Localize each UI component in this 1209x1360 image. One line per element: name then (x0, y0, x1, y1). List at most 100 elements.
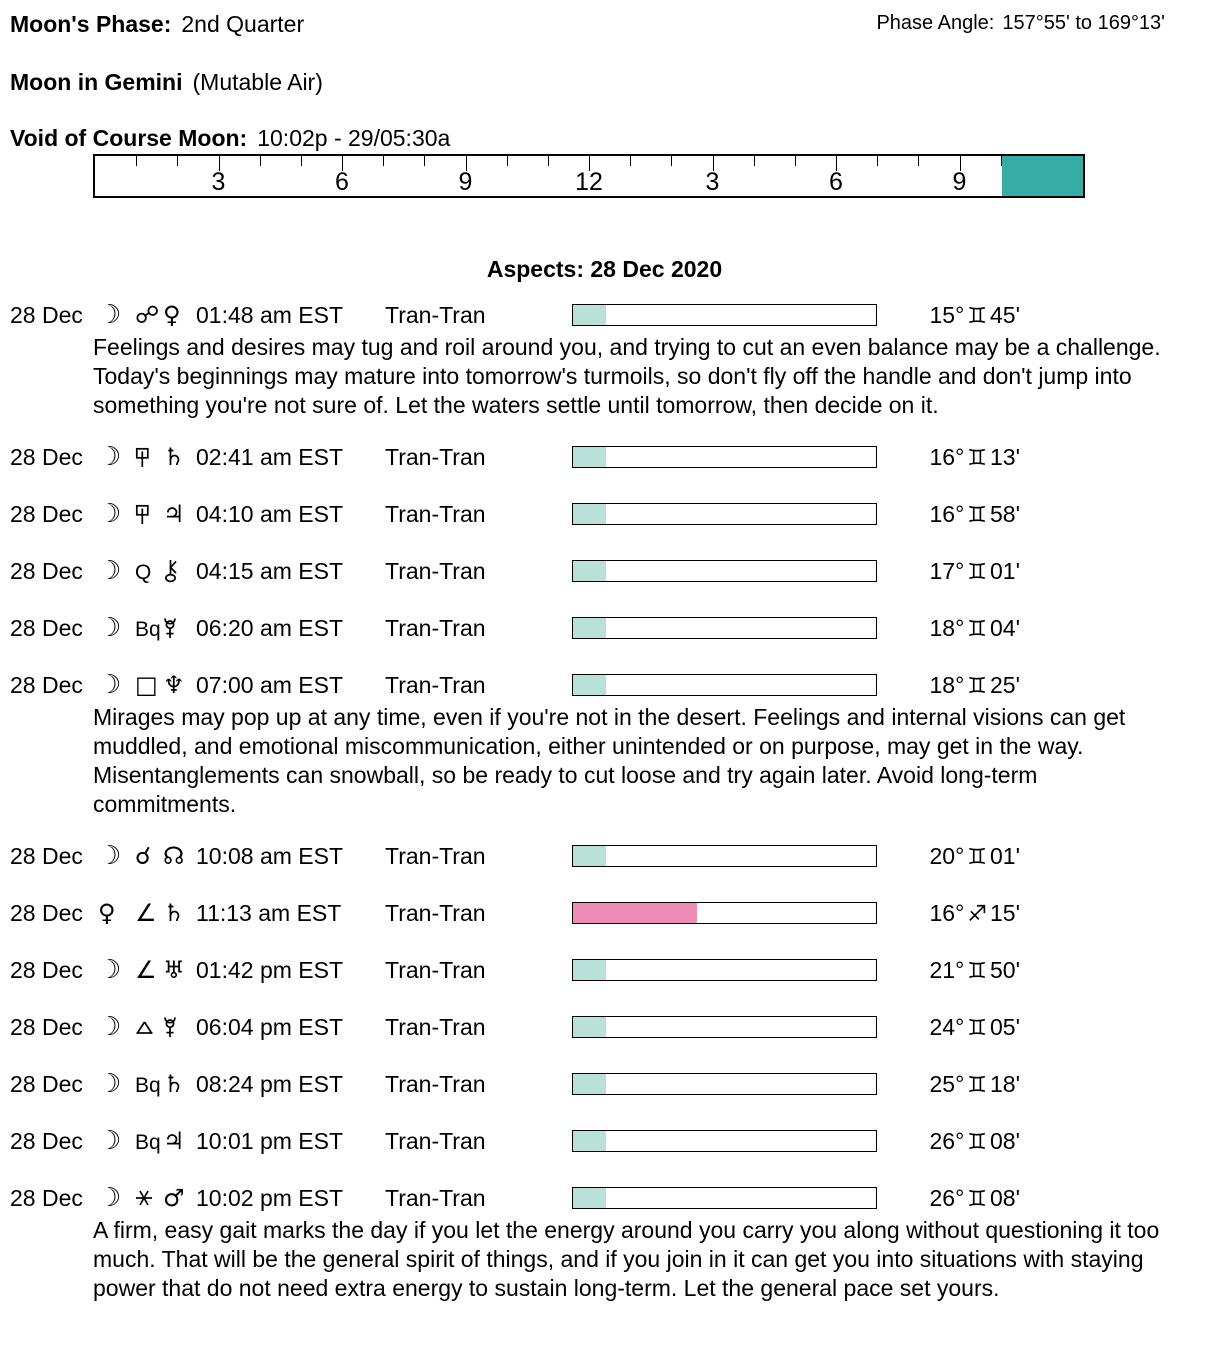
aspect-type: Tran-Tran (385, 1185, 486, 1211)
quintile-icon: Q (135, 561, 152, 584)
opposition-icon: ☍ (135, 301, 160, 329)
orb-progress-fill (573, 1017, 607, 1037)
jupiter-icon: ♃ (163, 1127, 185, 1155)
orb-progress-fill (573, 618, 607, 638)
orb-progress-fill (573, 1188, 607, 1208)
aspect-degree: 25° ♊ 18' (929, 1071, 1021, 1098)
aspect-type: Tran-Tran (385, 1071, 486, 1097)
moon-sign-label: Moon in Gemini (10, 69, 183, 95)
aspect-row: 28 Dec ☽ Bq 06:20 am EST Tran-Tran 18° ♊ 0… (0, 614, 1209, 642)
hour-tick (424, 156, 426, 166)
moon-icon: ☽ (98, 499, 122, 529)
aspect-row: 28 Dec ☽ ♄ 02:41 am EST Tran-Tran 16° ♊ 13… (0, 443, 1209, 471)
orb-progress-fill (573, 305, 607, 325)
orb-progress-bar (572, 845, 877, 867)
orb-progress-bar (572, 674, 877, 696)
aspect-type: Tran-Tran (385, 615, 486, 641)
hour-label: 12 (575, 168, 603, 196)
aspect-time: 06:20 am EST (196, 615, 344, 641)
aspect-type: Tran-Tran (385, 957, 486, 983)
aspect-date: 28 Dec (10, 957, 83, 983)
hour-tick (547, 156, 549, 166)
orb-progress-bar (572, 560, 877, 582)
aspect-type: Tran-Tran (385, 444, 486, 470)
venus-icon: ♀ (163, 301, 181, 329)
sesquiquadrate-icon (135, 447, 149, 467)
gemini-sign-icon: ♊ (967, 617, 988, 642)
aspect-time: 04:10 am EST (196, 501, 344, 527)
gemini-sign-icon: ♊ (967, 1187, 988, 1212)
orb-progress-bar (572, 1187, 877, 1209)
aspect-date: 28 Dec (10, 1014, 83, 1040)
moon-icon: ☽ (98, 841, 122, 871)
aspect-type: Tran-Tran (385, 302, 486, 328)
aspect-time: 11:13 am EST (196, 900, 342, 926)
hour-tick (506, 156, 508, 166)
orb-progress-bar (572, 1016, 877, 1038)
hour-tick (465, 156, 467, 171)
mars-icon: ♂ (163, 1184, 185, 1212)
orb-progress-fill (573, 561, 607, 581)
aspect-type: Tran-Tran (385, 900, 486, 926)
moons-phase-value: 2nd Quarter (181, 11, 305, 37)
moons-phase-line: Moon's Phase: 2nd Quarter (10, 0, 1209, 38)
moon-icon: ☽ (98, 1069, 122, 1099)
aspect-time: 10:01 pm EST (196, 1128, 344, 1154)
orb-progress-fill (573, 960, 607, 980)
semisquare-icon: ∠ (135, 956, 157, 984)
orb-progress-bar (572, 304, 877, 326)
aspect-time: 02:41 am EST (196, 444, 344, 470)
aspect-type: Tran-Tran (385, 672, 486, 698)
moon-icon: ☽ (98, 556, 122, 586)
sesquiquadrate-icon (135, 504, 149, 524)
hour-label: 3 (211, 168, 226, 196)
moon-icon: ☽ (98, 955, 122, 985)
neptune-icon: ♆ (163, 671, 185, 699)
orb-progress-fill (573, 903, 698, 923)
aspect-degree: 15° ♊ 45' (929, 302, 1021, 329)
aspect-type: Tran-Tran (385, 558, 486, 584)
aspect-date: 28 Dec (10, 1128, 83, 1154)
north-node-icon: ☊ (163, 842, 185, 870)
gemini-sign-icon: ♊ (967, 503, 988, 528)
aspect-degree: 26° ♊ 08' (929, 1128, 1021, 1155)
aspect-row: 28 Dec ☽ ☍ ♀ 01:48 am EST Tran-Tran 15° ♊… (0, 301, 1209, 329)
aspect-row: 28 Dec ♀ ∠ ♄ 11:13 am EST Tran-Tran 16° ♐… (0, 899, 1209, 927)
hour-tick (300, 156, 302, 166)
aspect-type: Tran-Tran (385, 843, 486, 869)
uranus-icon: ♅ (163, 956, 185, 984)
orb-progress-fill (573, 504, 607, 524)
orb-progress-fill (573, 447, 607, 467)
orb-progress-bar (572, 959, 877, 981)
biquintile-icon: Bq (135, 1131, 161, 1154)
aspect-date: 28 Dec (10, 615, 83, 641)
moon-icon: ☽ (98, 1126, 122, 1156)
moon-icon: ☽ (98, 1183, 122, 1213)
aspect-time: 10:08 am EST (196, 843, 344, 869)
aspect-degree: 16° ♊ 58' (929, 501, 1021, 528)
aspect-row: 28 Dec ☽ □ ♆ 07:00 am EST Tran-Tran 18° ♊… (0, 671, 1209, 699)
aspect-row: 28 Dec ☽ ∠ ♅ 01:42 pm EST Tran-Tran 21° ♊… (0, 956, 1209, 984)
hour-tick (877, 156, 879, 166)
gemini-sign-icon: ♊ (967, 304, 988, 329)
square-icon: □ (135, 671, 158, 699)
hour-tick (259, 156, 261, 166)
24-hour-ruler: 3 6 9 12 3 6 9 (93, 154, 1085, 198)
aspect-time: 08:24 pm EST (196, 1071, 344, 1097)
moon-icon: ☽ (98, 1012, 122, 1042)
aspect-type: Tran-Tran (385, 1128, 486, 1154)
gemini-sign-icon: ♊ (967, 1073, 988, 1098)
hour-tick (383, 156, 385, 166)
hour-tick (836, 156, 837, 171)
hour-tick (1000, 156, 1002, 166)
aspect-time: 01:42 pm EST (196, 957, 344, 983)
void-of-course-block (1001, 156, 1083, 196)
orb-progress-fill (573, 1074, 607, 1094)
aspect-row: 28 Dec ☽ ♂ 10:02 pm EST Tran-Tran 26° ♊ 08… (0, 1184, 1209, 1212)
aspect-degree: 17° ♊ 01' (929, 558, 1021, 585)
hour-label: 3 (705, 168, 720, 196)
moon-sign-line: Moon in Gemini (Mutable Air) (10, 68, 1209, 96)
chiron-icon (165, 560, 177, 583)
aspect-date: 28 Dec (10, 843, 83, 869)
